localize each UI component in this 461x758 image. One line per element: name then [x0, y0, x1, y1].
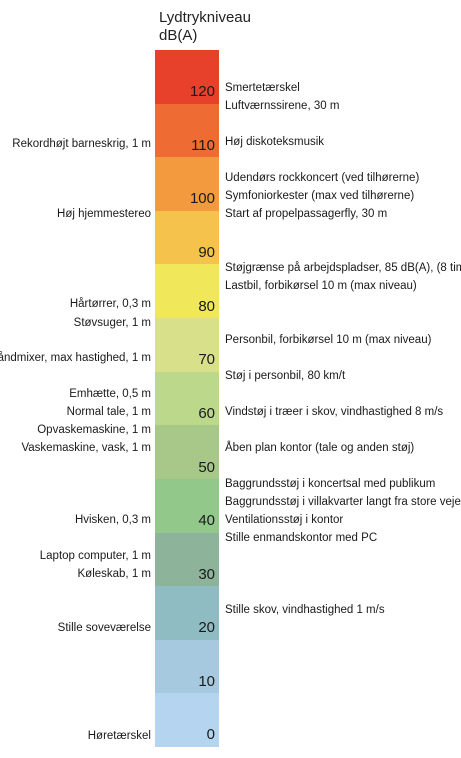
left-label: Vaskemaskine, vask, 1 m: [21, 442, 151, 454]
left-label: Høj hjemmestereo: [57, 208, 151, 220]
right-label: Støjgrænse på arbejdspladser, 85 dB(A), …: [225, 262, 461, 274]
scale-segment-40: 40: [155, 478, 219, 534]
left-label: Normal tale, 1 m: [66, 406, 151, 418]
left-label: Emhætte, 0,5 m: [69, 388, 151, 400]
scale-value-label: 70: [198, 351, 215, 369]
scale-value-label: 80: [198, 297, 215, 315]
right-label: Høj diskoteksmusik: [225, 136, 325, 148]
scale-segment-20: 20: [155, 586, 219, 641]
scale-segment-120: 120: [155, 50, 219, 105]
scale-segment-10: 10: [155, 639, 219, 694]
right-label: Luftværnssirene, 30 m: [225, 100, 340, 112]
left-label: Køleskab, 1 m: [77, 568, 152, 580]
scale-title-line2: dB(A): [159, 27, 198, 44]
scale-value-label: 110: [191, 136, 215, 154]
left-label: Hvisken, 0,3 m: [74, 514, 151, 526]
scale-segment-0: 0: [155, 693, 219, 747]
right-label: Udendørs rockkoncert (ved tilhørerne): [225, 172, 420, 184]
left-label: Laptop computer, 1 m: [39, 550, 151, 562]
left-label: Hårtørrer, 0,3 m: [69, 298, 151, 310]
scale-value-label: 40: [198, 512, 215, 530]
scale-value-label: 0: [206, 725, 215, 743]
scale-title-line1: Lydtrykniveau: [159, 9, 251, 26]
scale-value-label: 60: [198, 404, 215, 422]
scale-segment-30: 30: [155, 532, 219, 587]
scale-value-label: 20: [198, 619, 215, 637]
scale-segment-80: 80: [155, 264, 219, 319]
right-label: Smertetærskel: [225, 82, 300, 94]
right-label: Vindstøj i træer i skov, vindhastighed 8…: [225, 406, 444, 418]
right-label: Stille enmandskontor med PC: [225, 532, 378, 544]
right-label: Personbil, forbikørsel 10 m (max niveau): [225, 334, 432, 346]
scale-value-label: 90: [198, 244, 215, 262]
scale-segment-110: 110: [155, 103, 219, 158]
right-label: Start af propelpassagerfly, 30 m: [225, 208, 388, 220]
right-label: Baggrundsstøj i koncertsal med publikum: [225, 478, 436, 490]
right-label: Baggrundsstøj i villakvarter langt fra s…: [225, 496, 461, 508]
scale-segment-60: 60: [155, 371, 219, 426]
decibel-scale-bar: 120 110 100 90 80 70 60 50 40 30 20 10 0: [155, 50, 219, 747]
scale-segment-100: 100: [155, 157, 219, 212]
scale-segment-70: 70: [155, 318, 219, 373]
left-label: Rekordhøjt barneskrig, 1 m: [12, 138, 151, 150]
scale-segment-50: 50: [155, 425, 219, 480]
left-label: Opvaskemaskine, 1 m: [37, 424, 151, 436]
right-label: Ventilationsstøj i kontor: [225, 514, 344, 526]
right-label: Åben plan kontor (tale og anden støj): [225, 442, 415, 454]
right-label: Støj i personbil, 80 km/t: [225, 370, 346, 382]
right-label: Symfoniorkester (max ved tilhørerne): [225, 190, 415, 202]
scale-value-label: 30: [198, 565, 215, 583]
scale-value-label: 100: [189, 190, 215, 208]
left-label: Støvsuger, 1 m: [73, 317, 151, 329]
right-label: Stille skov, vindhastighed 1 m/s: [225, 604, 385, 616]
scale-title: Lydtrykniveau dB(A): [159, 9, 251, 45]
scale-value-label: 10: [198, 672, 215, 690]
left-label: Stille soveværelse: [57, 622, 151, 634]
scale-segment-90: 90: [155, 210, 219, 266]
left-label: Høretærskel: [87, 730, 151, 742]
right-label: Lastbil, forbikørsel 10 m (max niveau): [225, 280, 417, 292]
scale-value-label: 120: [189, 83, 215, 101]
scale-value-label: 50: [198, 458, 215, 476]
left-label: Håndmixer, max hastighed, 1 m: [0, 352, 151, 364]
